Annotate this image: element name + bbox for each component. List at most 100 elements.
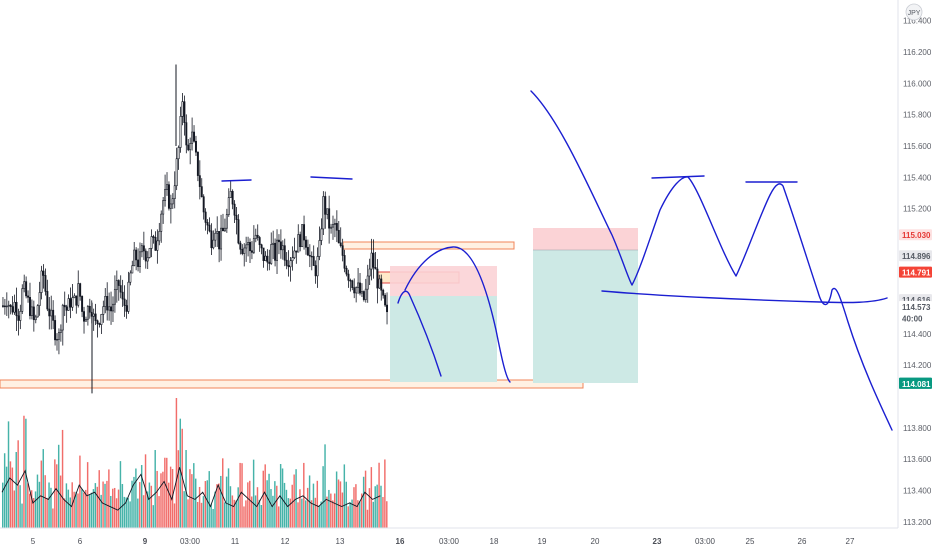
volume-bar	[115, 498, 118, 528]
candle-body	[306, 247, 309, 256]
price-axis[interactable]: 116.400 116.200 116.000 115.800 115.600 115.4…	[903, 17, 932, 527]
time-axis[interactable]: 5 6 9 03:00 11 12 13 16 03:00 18 19 20 23 03:00 25 26 27	[31, 537, 855, 546]
volume-bar	[279, 464, 282, 528]
volume-bar	[233, 499, 236, 528]
candle-body	[264, 255, 267, 261]
candle-body	[337, 230, 340, 244]
volume-bar	[175, 398, 178, 528]
candle-body	[102, 306, 105, 315]
volume-bar	[326, 496, 328, 528]
candle-body	[227, 197, 230, 215]
volume-bar	[297, 502, 299, 528]
volume-bar	[339, 481, 342, 528]
candle-body	[19, 311, 22, 321]
neckline	[601, 290, 888, 304]
volume-bar	[48, 482, 50, 528]
candle-body	[225, 214, 228, 229]
volume-bar	[291, 484, 293, 528]
candle-body	[131, 265, 134, 274]
time-tick-label: 16	[396, 537, 405, 546]
volume-bar	[316, 480, 319, 528]
candle-body	[98, 323, 101, 325]
price-tick-label: 114.200	[903, 361, 932, 370]
candle-body	[81, 296, 84, 312]
price-tag-label: 40:00	[902, 314, 923, 323]
volume-bar	[250, 496, 253, 528]
candle-body	[249, 242, 251, 252]
candle-body	[208, 224, 211, 232]
candle-body	[250, 250, 253, 253]
candle-body	[142, 245, 145, 252]
volume-bar	[81, 489, 83, 528]
candle-body	[262, 247, 265, 261]
volume-bar	[112, 488, 114, 528]
top-marker-left	[221, 179, 252, 182]
candle-body	[216, 231, 219, 234]
volume-bar	[310, 500, 313, 528]
candle-body	[252, 238, 255, 253]
candle-body	[332, 224, 334, 228]
symbol-badge[interactable]: JPY	[905, 3, 923, 21]
volume-bar	[372, 501, 375, 528]
volume-bar	[88, 494, 91, 528]
volume-bar	[23, 415, 25, 528]
candle-body	[21, 288, 24, 312]
volume-bar	[276, 485, 278, 528]
volume-bar	[19, 485, 21, 528]
candle-body	[13, 301, 16, 313]
volume-bar	[235, 500, 237, 528]
volume-bar	[67, 489, 70, 528]
time-tick-label: 19	[538, 537, 547, 546]
candle-body	[256, 234, 259, 238]
candle-body	[270, 244, 273, 264]
volume-bar	[158, 496, 160, 528]
candle-body	[52, 309, 55, 321]
candle-body	[32, 306, 35, 321]
candle-body	[96, 320, 99, 325]
price-tag-label: 114.896	[902, 252, 931, 261]
candle-body	[359, 282, 361, 294]
candle-body	[214, 232, 217, 241]
small-drop-path	[397, 290, 442, 377]
candle-body	[362, 291, 365, 300]
candle-body	[140, 245, 143, 253]
volume-bar	[125, 497, 127, 528]
candle-body	[139, 251, 141, 267]
candle-body	[281, 245, 284, 251]
take-profit-area-1	[390, 296, 497, 382]
candle-body	[162, 200, 165, 215]
candle-body	[347, 273, 350, 281]
candle-body	[322, 196, 325, 230]
candle-body	[183, 101, 186, 123]
candle-body	[353, 287, 356, 294]
volume-bar	[366, 509, 369, 528]
candle-body	[164, 189, 167, 201]
candle-body	[293, 250, 296, 258]
volume-bar	[208, 471, 210, 528]
candle-body	[194, 140, 197, 153]
time-tick-label: 23	[653, 537, 662, 546]
candle-body	[370, 252, 373, 270]
volume-bar	[90, 492, 93, 528]
candle-body	[376, 268, 379, 289]
candle-body	[324, 196, 327, 215]
volume-bar	[77, 493, 79, 528]
price-tick-label: 113.200	[903, 518, 932, 527]
volume-bar	[314, 497, 317, 528]
volume-bar	[333, 493, 336, 528]
volume-bar	[198, 486, 201, 528]
price-tag-label: 114.791	[902, 269, 931, 278]
volume-bar	[245, 500, 247, 528]
candle-body	[297, 234, 300, 253]
candle-body	[333, 223, 336, 225]
candle-body	[314, 265, 317, 277]
volume-bar	[324, 444, 326, 528]
volume-bar	[258, 499, 261, 528]
candle-body	[339, 242, 342, 246]
time-tick-label: 18	[490, 537, 499, 546]
volume-bar	[79, 455, 81, 528]
volume-bar	[231, 495, 234, 528]
candle-body	[382, 289, 385, 296]
candle-body	[129, 272, 132, 283]
